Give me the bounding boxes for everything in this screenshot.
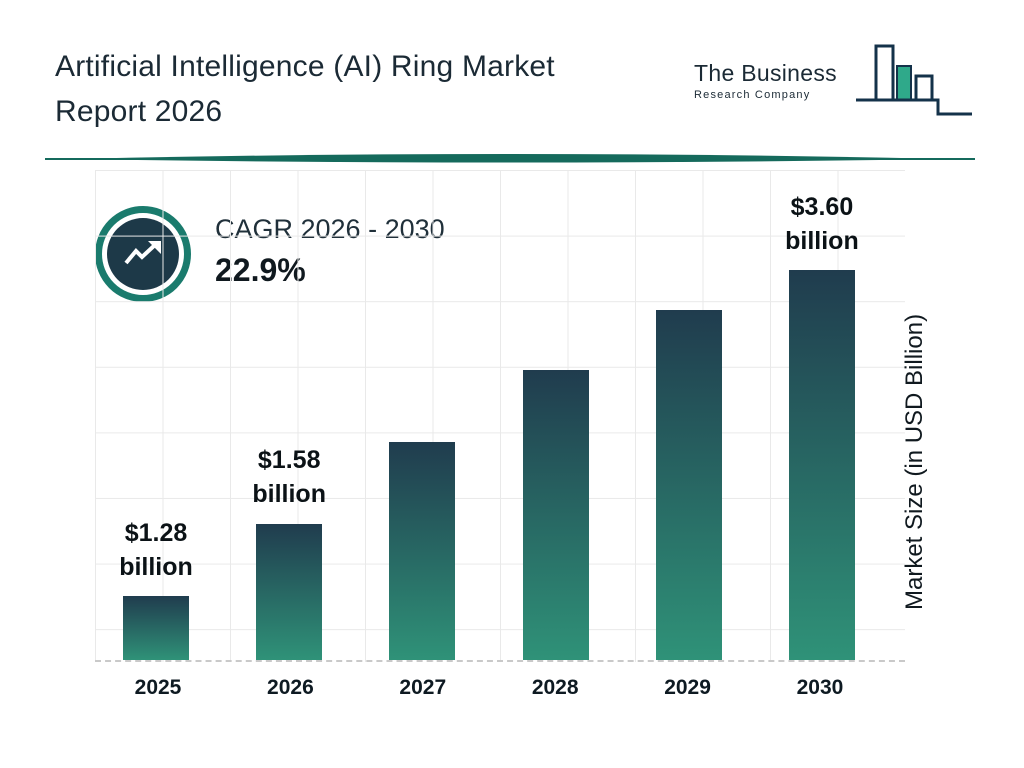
x-axis-label-2030: 2030 (796, 676, 844, 699)
bar-2028 (522, 369, 589, 660)
bar-2027 (389, 441, 456, 660)
x-axis-labels: 2025 2026 2027 2028 2029 2030 (95, 676, 905, 700)
title-line-2: Report 2026 (55, 95, 223, 128)
bar-column-2026: $1.58 billion (252, 170, 326, 660)
x-axis-label-2026: 2026 (267, 676, 314, 699)
bar-column-2028 (522, 170, 589, 660)
bar-value-label-2026: $1.58 billion (252, 446, 326, 509)
bar-2029 (655, 309, 722, 660)
header-divider (45, 154, 975, 163)
bar-column-2027 (389, 170, 456, 660)
logo-text-secondary: Research Company (694, 89, 811, 101)
x-axis-label-2027: 2027 (399, 676, 447, 699)
bar-column-2025: $1.28 billion (119, 170, 193, 660)
company-logo: The Business Research Company (694, 38, 974, 126)
logo-text: The Business Research Company (694, 60, 837, 101)
bars-container: $1.28 billion $1.58 billion $3.60 billion (95, 170, 905, 660)
title-line-1: Artificial Intelligence (AI) Ring Market (55, 50, 555, 83)
y-axis-title: Market Size (in USD Billion) (901, 313, 928, 611)
page-title: Artificial Intelligence (AI) Ring Market… (55, 44, 695, 134)
bar-column-2030: $3.60 billion (785, 170, 859, 660)
bar-value-label-2030: $3.60 billion (785, 192, 859, 255)
bar-chart-logo-icon (856, 44, 972, 116)
bar-2025 (123, 596, 189, 660)
x-axis-label-2025: 2025 (134, 676, 182, 699)
bar-2030 (788, 270, 855, 660)
x-axis-label-2028: 2028 (531, 676, 579, 699)
bar-2026 (256, 523, 323, 660)
bar-column-2029 (655, 170, 722, 660)
logo-text-primary: The Business (694, 60, 837, 86)
x-axis-label-2029: 2029 (664, 676, 711, 699)
bar-value-label-2025: $1.28 billion (119, 518, 193, 581)
chart-plot-area: $1.28 billion $1.58 billion $3.60 billion (95, 170, 905, 662)
